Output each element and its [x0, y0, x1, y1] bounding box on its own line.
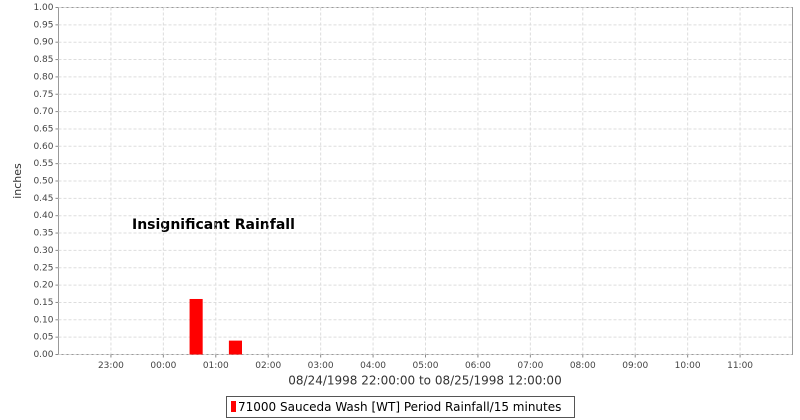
y-tick-label: 0.70 — [33, 107, 53, 117]
legend-swatch — [231, 401, 236, 412]
bar — [189, 298, 203, 355]
x-tick-label: 03:00 — [308, 361, 334, 371]
x-tick-label: 01:00 — [203, 361, 229, 371]
y-tick-label: 0.15 — [33, 298, 53, 308]
x-tick-label: 04:00 — [360, 361, 386, 371]
y-tick-label: 1.00 — [33, 3, 53, 13]
x-tick-label: 02:00 — [255, 361, 281, 371]
y-tick-label: 0.05 — [33, 333, 53, 343]
y-tick-label: 0.85 — [33, 55, 53, 65]
annotation: Insignificant Rainfall — [132, 217, 295, 233]
legend-label: 71000 Sauceda Wash [WT] Period Rainfall/… — [238, 400, 561, 414]
x-tick-label: 23:00 — [98, 361, 124, 371]
y-tick-label: 0.55 — [33, 159, 53, 169]
x-tick-label: 00:00 — [150, 361, 176, 371]
y-tick-label: 0.80 — [33, 72, 53, 82]
bar — [228, 340, 242, 355]
y-tick-label: 0.75 — [33, 90, 53, 100]
y-tick-label: 0.25 — [33, 263, 53, 273]
y-axis-label: inches — [11, 163, 24, 199]
legend — [226, 396, 575, 418]
y-tick-label: 0.30 — [33, 246, 53, 256]
y-tick-label: 0.35 — [33, 229, 53, 239]
x-tick-label: 07:00 — [517, 361, 543, 371]
y-tick-label: 0.95 — [33, 20, 53, 30]
x-tick-label: 08:00 — [570, 361, 596, 371]
y-tick-label: 0.00 — [33, 350, 53, 360]
x-tick-label: 05:00 — [413, 361, 439, 371]
y-tick-label: 0.60 — [33, 142, 53, 152]
y-tick-label: 0.50 — [33, 177, 53, 187]
y-tick-label: 0.10 — [33, 315, 53, 325]
y-tick-label: 0.40 — [33, 211, 53, 221]
x-tick-label: 10:00 — [675, 361, 701, 371]
y-tick-label: 0.45 — [33, 194, 53, 204]
x-tick-label: 06:00 — [465, 361, 491, 371]
y-tick-label: 0.90 — [33, 38, 53, 48]
y-tick-label: 0.65 — [33, 124, 53, 134]
x-axis-label: 08/24/1998 22:00:00 to 08/25/1998 12:00:… — [288, 374, 561, 388]
y-tick-label: 0.20 — [33, 281, 53, 291]
x-tick-label: 11:00 — [727, 361, 753, 371]
x-tick-label: 09:00 — [622, 361, 648, 371]
